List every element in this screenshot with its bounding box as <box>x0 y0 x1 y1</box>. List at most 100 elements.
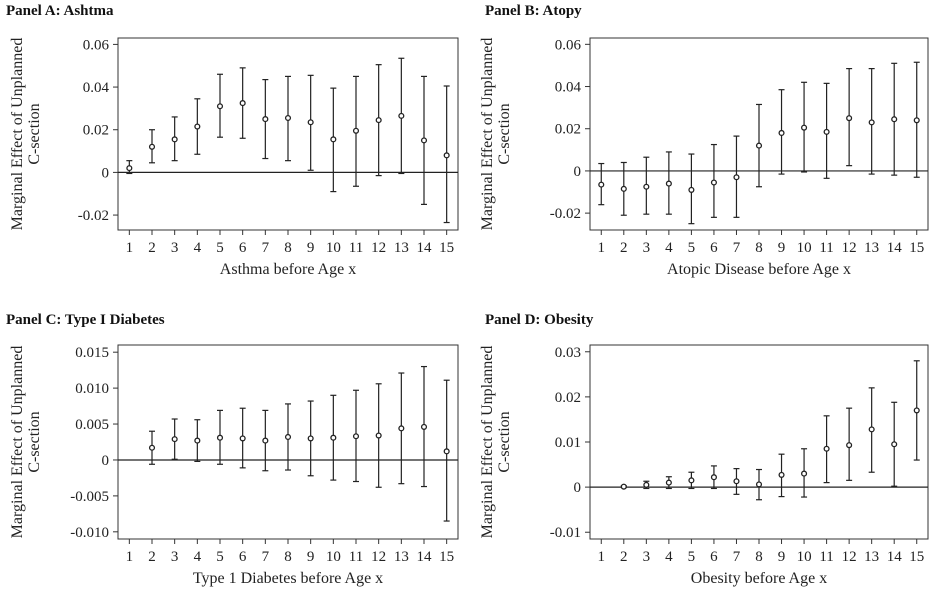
point-estimate <box>665 180 672 187</box>
point-estimate <box>352 127 360 134</box>
point-estimate <box>216 103 224 110</box>
point-estimate <box>239 435 246 442</box>
y-tick-label: 0.06 <box>555 37 582 53</box>
x-axis-label: Asthma before Age x <box>220 261 356 278</box>
point-estimate <box>420 137 428 144</box>
point-estimate <box>913 407 920 414</box>
y-tick-label: 0 <box>102 165 110 181</box>
panel-c-title: Panel C: Type I Diabetes <box>6 312 165 328</box>
point-estimate <box>733 478 740 485</box>
panel-b-title: Panel B: Atopy <box>485 3 582 19</box>
y-axis-label-line-2: C-section <box>26 411 43 472</box>
point-estimate <box>846 442 853 449</box>
point-estimate <box>194 123 201 130</box>
x-tick-label: 15 <box>439 240 454 256</box>
y-tick-label: -0.02 <box>550 206 581 222</box>
point-estimate <box>778 471 785 478</box>
x-tick-label: 11 <box>819 240 833 256</box>
point-estimate <box>598 181 605 188</box>
x-tick-label: 4 <box>194 549 202 565</box>
x-tick-label: 14 <box>887 240 903 256</box>
y-tick-label: 0 <box>574 164 582 180</box>
y-axis-label-line-2: C-section <box>496 411 513 472</box>
x-tick-label: 12 <box>371 240 386 256</box>
x-tick-label: 7 <box>262 240 270 256</box>
point-estimate <box>755 481 763 488</box>
x-tick-label: 7 <box>733 549 741 565</box>
x-tick-label: 14 <box>417 240 433 256</box>
x-tick-label: 9 <box>307 240 315 256</box>
y-axis-label-line-1: Marginal Effect of Unplanned <box>9 38 26 231</box>
x-tick-label: 2 <box>148 240 156 256</box>
x-tick-label: 10 <box>326 549 341 565</box>
point-estimate <box>375 117 382 124</box>
x-tick-label: 15 <box>909 549 924 565</box>
point-estimate <box>643 183 650 190</box>
x-tick-label: 4 <box>194 240 202 256</box>
point-estimate <box>710 179 717 186</box>
x-tick-label: 13 <box>394 549 409 565</box>
point-estimate <box>148 143 156 150</box>
x-tick-label: 13 <box>864 549 879 565</box>
y-tick-label: 0.02 <box>83 123 109 139</box>
point-estimate <box>148 444 156 451</box>
x-tick-label: 3 <box>643 549 651 565</box>
point-estimate <box>284 114 292 122</box>
point-estimate <box>443 152 450 159</box>
x-tick-label: 5 <box>216 240 224 256</box>
x-tick-label: 10 <box>326 240 341 256</box>
y-axis-label-line-1: Marginal Effect of Unplanned <box>479 346 496 539</box>
y-tick-label: 0.04 <box>555 80 582 96</box>
plot-frame <box>589 344 929 540</box>
point-estimate <box>262 116 269 123</box>
x-tick-label: 5 <box>216 549 224 565</box>
point-estimate <box>733 174 740 181</box>
point-estimate <box>216 434 224 441</box>
point-estimate <box>778 129 785 136</box>
point-estimate <box>688 186 695 193</box>
point-estimate <box>420 423 428 430</box>
x-tick-label: 5 <box>688 240 696 256</box>
point-estimate <box>443 448 450 455</box>
x-tick-label: 11 <box>349 549 363 565</box>
point-estimate <box>262 437 269 444</box>
point-estimate <box>755 142 763 149</box>
point-estimate <box>868 119 875 126</box>
panel-d-title: Panel D: Obesity <box>485 312 594 328</box>
x-tick-label: 11 <box>819 549 833 565</box>
point-estimate <box>823 128 830 135</box>
point-estimate <box>801 124 808 131</box>
x-tick-label: 9 <box>778 240 786 256</box>
x-tick-label: 10 <box>797 549 812 565</box>
point-estimate <box>126 165 133 172</box>
point-estimate <box>665 479 672 486</box>
x-tick-label: 13 <box>864 240 879 256</box>
y-tick-label: 0.02 <box>555 122 581 138</box>
x-tick-label: 2 <box>620 549 628 565</box>
y-tick-label: 0 <box>102 453 110 469</box>
y-axis-label-line-2: C-section <box>496 103 513 164</box>
y-tick-label: -0.005 <box>70 489 109 505</box>
x-tick-label: 7 <box>262 549 270 565</box>
x-tick-label: 14 <box>887 549 903 565</box>
y-tick-label: 0.01 <box>555 435 581 451</box>
x-tick-label: 3 <box>171 240 179 256</box>
x-axis-label: Obesity before Age x <box>691 570 827 587</box>
x-tick-label: 9 <box>307 549 315 565</box>
x-tick-label: 15 <box>439 549 454 565</box>
point-estimate <box>823 445 830 452</box>
point-estimate <box>307 119 314 126</box>
y-tick-label: 0.02 <box>555 390 581 406</box>
point-estimate <box>620 185 627 192</box>
y-axis-label-line-1: Marginal Effect of Unplanned <box>479 38 496 231</box>
point-estimate <box>710 474 717 481</box>
x-tick-label: 1 <box>126 240 134 256</box>
x-tick-label: 5 <box>688 549 696 565</box>
point-estimate <box>194 437 201 444</box>
x-tick-label: 10 <box>797 240 812 256</box>
